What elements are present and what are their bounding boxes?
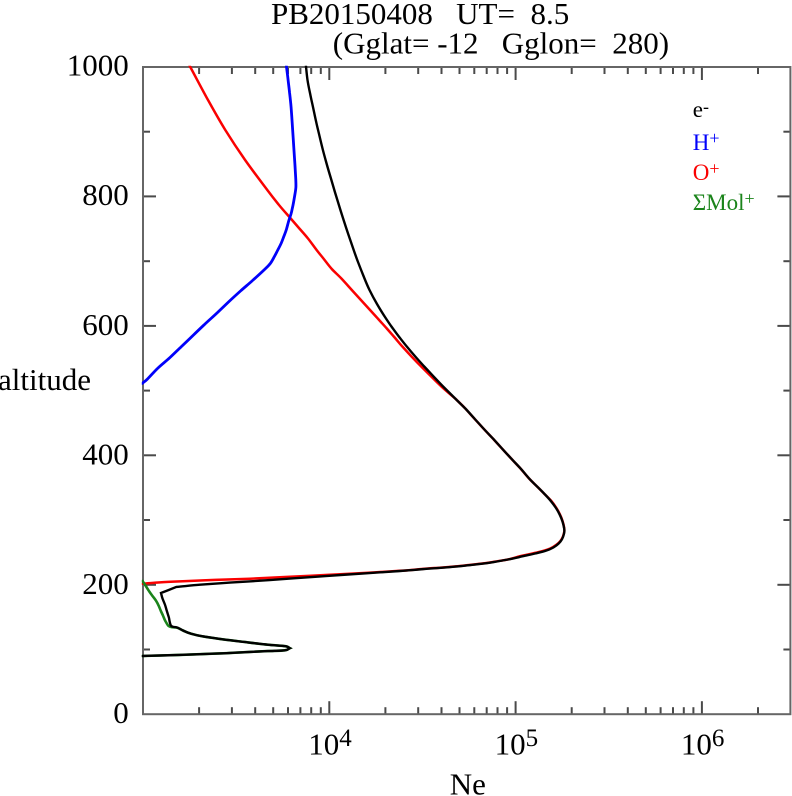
svg-text:ΣMol+: ΣMol+ [693, 189, 755, 216]
svg-text:600: 600 [82, 307, 129, 342]
svg-text:e-: e- [693, 97, 709, 122]
svg-text:400: 400 [82, 437, 129, 472]
svg-text:800: 800 [82, 177, 129, 212]
svg-text:Ne: Ne [450, 767, 486, 796]
svg-text:200: 200 [82, 566, 129, 601]
svg-text:0: 0 [113, 695, 129, 730]
svg-text:H+: H+ [693, 128, 720, 155]
svg-text:altitude: altitude [0, 362, 91, 397]
svg-text:1000: 1000 [67, 48, 129, 83]
svg-text:PB20150408 UT= 8.5: PB20150408 UT= 8.5 [271, 0, 569, 31]
svg-text:(Gglat= -12 Gglon= 280): (Gglat= -12 Gglon= 280) [333, 25, 669, 60]
